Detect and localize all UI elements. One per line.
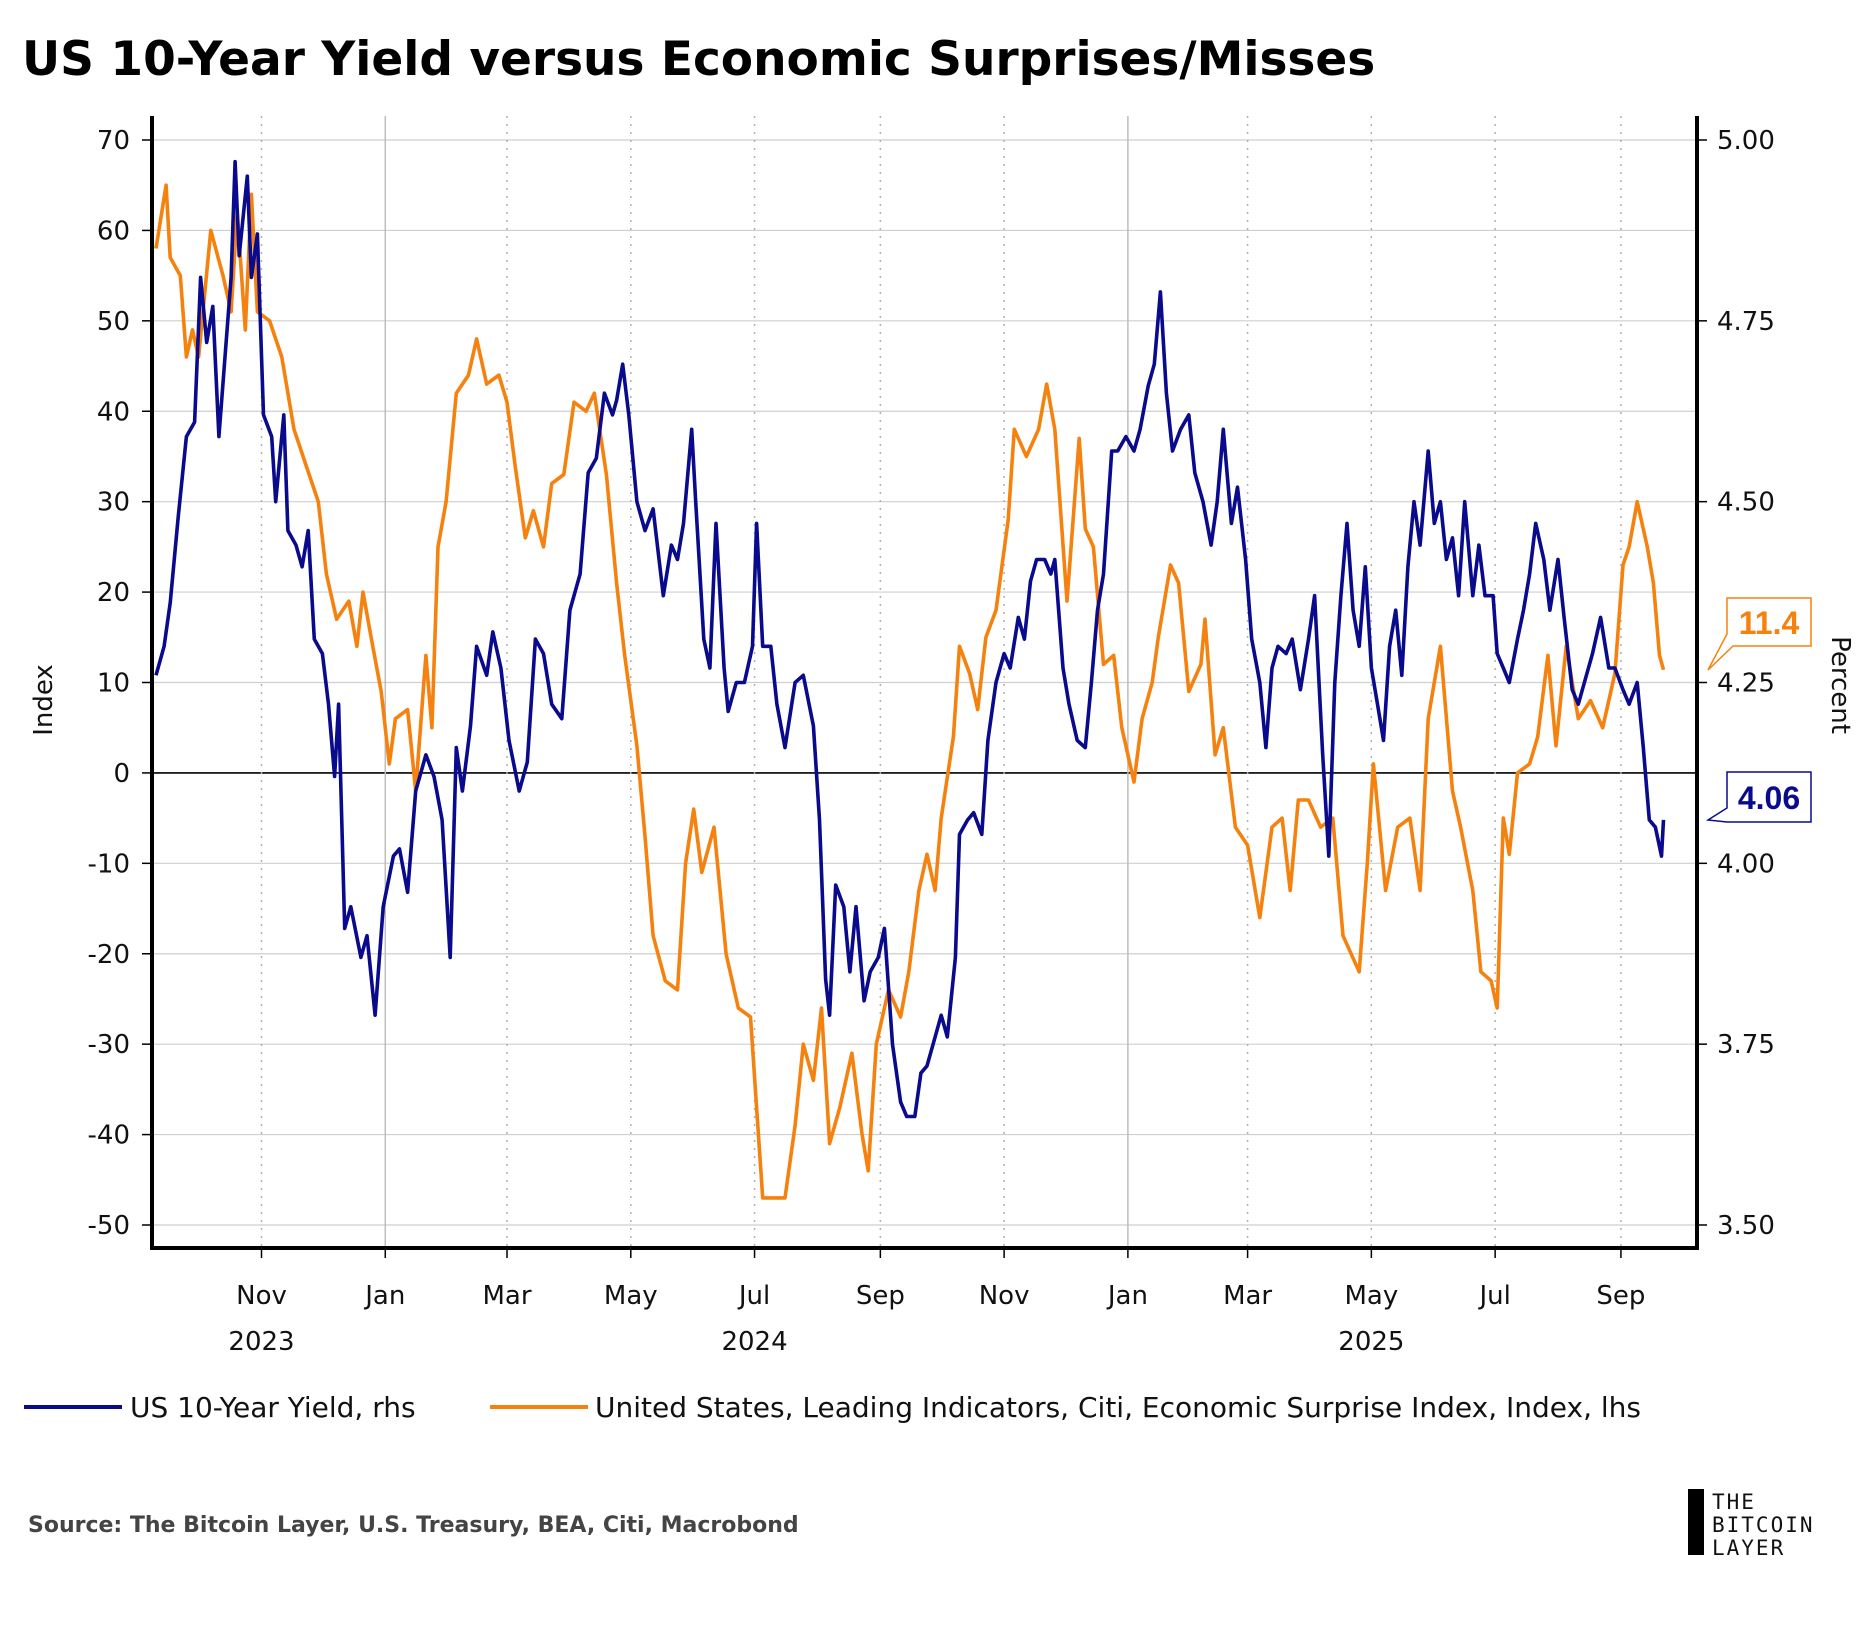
left-tick-label: 40 — [97, 397, 130, 427]
x-tick-label: Jan — [363, 1281, 405, 1311]
left-tick-label: 0 — [113, 759, 130, 789]
x-tick-label: Nov — [236, 1281, 287, 1311]
right-tick-label: 4.00 — [1717, 849, 1775, 879]
left-tick-label: 70 — [97, 126, 130, 156]
right-tick-label: 3.75 — [1717, 1030, 1775, 1060]
logo-bar — [1688, 1489, 1704, 1555]
yield-callout-box — [1705, 771, 1812, 823]
right-axis-label: Percent — [1825, 636, 1855, 734]
right-tick-label: 4.50 — [1717, 488, 1775, 518]
left-tick-label: -30 — [88, 1030, 130, 1060]
left-tick-label: 10 — [97, 669, 130, 699]
left-tick-label: 50 — [97, 307, 130, 337]
last-value-callouts: 11.4 4.06 — [1705, 597, 1812, 823]
tick-labels: 70 60 50 40 30 20 10 0 -10 -20 -30 -40 -50 5.00 4.75 4.… — [88, 126, 1775, 1357]
logo-line2: BITCOIN — [1712, 1513, 1815, 1537]
axes — [142, 116, 1707, 1258]
series-lines — [154, 159, 1666, 1200]
logo-line1: THE — [1712, 1490, 1756, 1514]
yield-last-value: 4.06 — [1738, 780, 1800, 816]
x-year-label: 2023 — [228, 1327, 294, 1357]
left-tick-label: 20 — [97, 578, 130, 608]
esi-line — [154, 183, 1666, 1200]
left-tick-label: -20 — [88, 940, 130, 970]
left-tick-label: 30 — [97, 488, 130, 518]
esi-last-value: 11.4 — [1739, 605, 1800, 641]
x-tick-label: Mar — [482, 1281, 531, 1311]
chart-title: US 10-Year Yield versus Economic Surpris… — [22, 32, 1375, 87]
left-tick-label: -10 — [88, 849, 130, 879]
x-year-label: 2025 — [1338, 1327, 1404, 1357]
left-axis-label: Index — [29, 664, 59, 736]
x-tick-label: Jul — [1477, 1281, 1510, 1311]
legend: US 10-Year Yield, rhs United States, Lea… — [24, 1391, 1641, 1424]
x-tick-label: May — [1344, 1281, 1398, 1311]
x-tick-label: Sep — [856, 1281, 905, 1311]
left-tick-label: -50 — [88, 1211, 130, 1241]
yield-line — [154, 159, 1666, 1119]
x-tick-label: Sep — [1596, 1281, 1645, 1311]
x-year-label: 2024 — [721, 1327, 787, 1357]
logo-line3: LAYER — [1712, 1536, 1785, 1560]
right-tick-label: 4.25 — [1717, 669, 1775, 699]
x-tick-label: Nov — [979, 1281, 1030, 1311]
bitcoin-layer-logo: THE BITCOIN LAYER — [1688, 1489, 1815, 1560]
source-note: Source: The Bitcoin Layer, U.S. Treasury… — [28, 1513, 799, 1538]
right-tick-label: 5.00 — [1717, 126, 1775, 156]
grid — [152, 116, 1697, 1248]
right-tick-label: 4.75 — [1717, 307, 1775, 337]
x-tick-label: Jan — [1106, 1281, 1148, 1311]
x-tick-label: Mar — [1223, 1281, 1272, 1311]
right-tick-label: 3.50 — [1717, 1211, 1775, 1241]
legend-item-yield: US 10-Year Yield, rhs — [130, 1391, 416, 1424]
x-tick-label: Jul — [737, 1281, 770, 1311]
x-tick-label: May — [604, 1281, 658, 1311]
left-tick-label: 60 — [97, 216, 130, 246]
left-tick-label: -40 — [88, 1121, 130, 1151]
esi-callout-box — [1707, 597, 1812, 671]
legend-item-esi: United States, Leading Indicators, Citi,… — [595, 1391, 1641, 1424]
